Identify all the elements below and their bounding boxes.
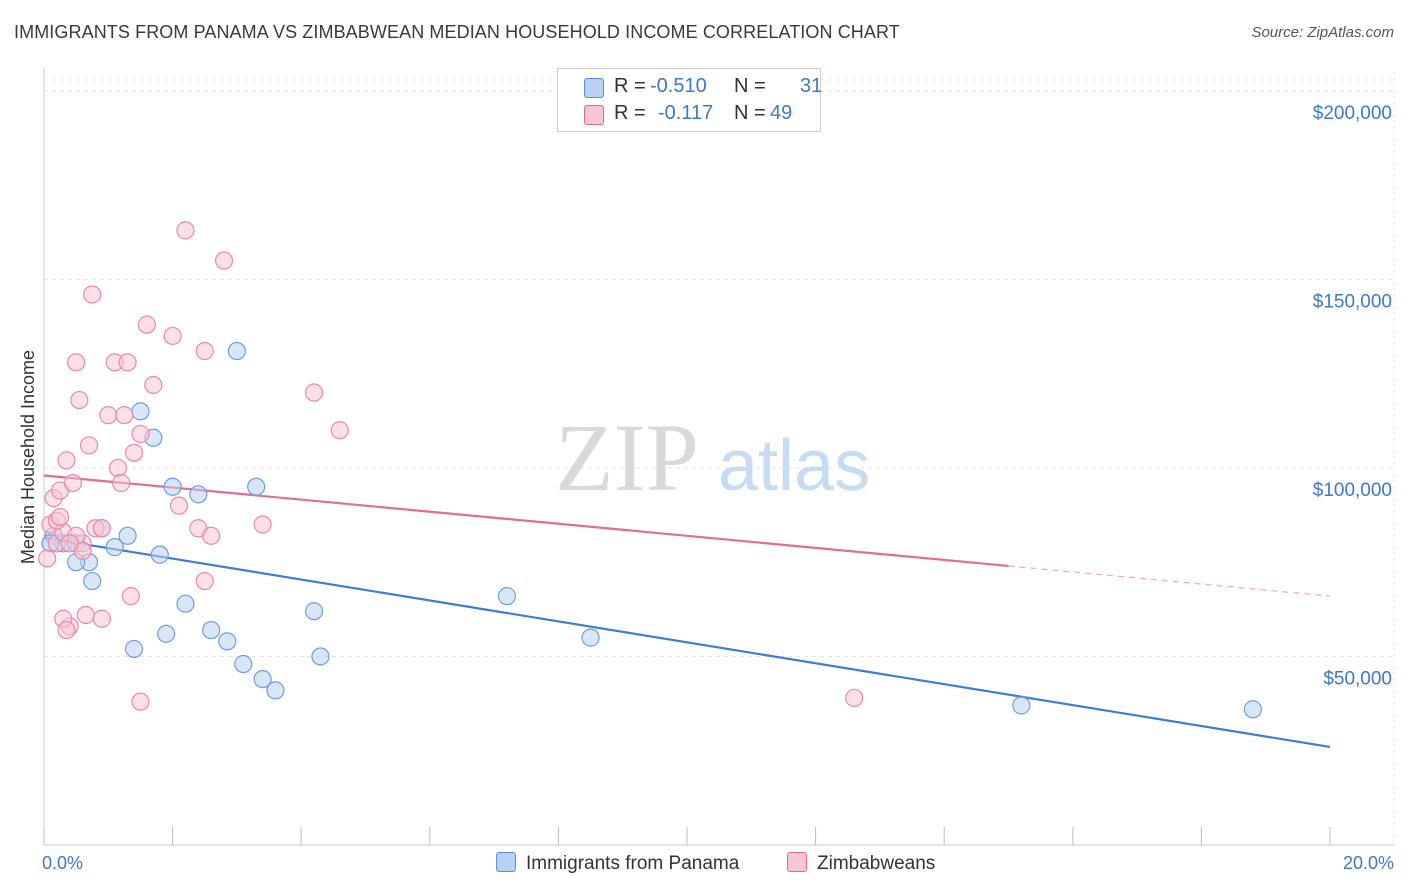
point-zimbabwe — [115, 406, 134, 425]
legend-n-label: N = — [734, 75, 766, 97]
point-panama — [118, 526, 137, 545]
point-zimbabwe — [83, 285, 102, 304]
bottom-legend-label-zimbabwe: Zimbabweans — [817, 853, 936, 874]
point-panama — [202, 620, 221, 640]
point-zimbabwe — [131, 424, 150, 444]
point-zimbabwe — [121, 587, 140, 606]
point-zimbabwe — [124, 443, 144, 462]
point-panama — [150, 545, 169, 564]
point-zimbabwe — [253, 515, 272, 534]
trend-line-zimbabwe-extension — [1008, 565, 1331, 597]
y-tick-label: $200,000 — [1313, 103, 1392, 124]
axes — [43, 68, 1395, 846]
y-tick-label: $100,000 — [1313, 480, 1392, 501]
bottom-legend-swatch-zimbabwe — [787, 852, 807, 872]
legend-r-value-zimbabwe: -0.117 — [658, 102, 714, 124]
watermark: ZIP atlas — [555, 404, 870, 511]
point-zimbabwe — [63, 473, 83, 493]
legend-r-label: R = — [614, 75, 646, 97]
legend-r-value-panama: -0.510 — [650, 75, 707, 97]
point-panama — [163, 477, 182, 496]
point-panama — [176, 594, 195, 613]
point-panama — [1012, 696, 1031, 715]
x-tick-label-max: 20.0% — [1343, 853, 1394, 873]
legend-n-value-panama: 31 — [800, 75, 823, 97]
point-zimbabwe — [304, 383, 324, 402]
point-zimbabwe — [70, 390, 89, 410]
point-panama — [83, 571, 102, 591]
bottom-legend-label-panama: Immigrants from Panama — [526, 853, 740, 874]
point-zimbabwe — [144, 375, 163, 395]
point-panama — [497, 587, 517, 606]
correlation-legend: R = -0.510 N = 31 R = -0.117 N = 49 — [557, 68, 823, 132]
point-panama — [218, 632, 237, 651]
point-panama — [105, 538, 124, 557]
trend-line-panama — [43, 536, 1331, 749]
point-zimbabwe — [131, 692, 150, 711]
legend-swatch-panama — [584, 78, 604, 98]
point-zimbabwe — [845, 688, 864, 708]
bottom-legend-zimbabwe: Zimbabweans — [787, 852, 935, 875]
point-zimbabwe — [108, 458, 128, 478]
point-panama — [581, 628, 600, 647]
point-panama — [227, 341, 246, 361]
point-zimbabwe — [137, 315, 156, 334]
x-tick-label-min: 0.0% — [42, 853, 83, 873]
point-zimbabwe — [99, 406, 118, 425]
point-zimbabwe — [67, 353, 86, 372]
chart-title: IMMIGRANTS FROM PANAMA VS ZIMBABWEAN MED… — [14, 22, 900, 42]
point-zimbabwe — [57, 620, 76, 640]
legend-n-label: N = — [734, 102, 766, 124]
point-zimbabwe — [79, 436, 99, 455]
point-zimbabwe — [118, 353, 137, 372]
point-zimbabwe — [76, 605, 95, 625]
point-zimbabwe — [214, 251, 234, 270]
legend-n-value-zimbabwe: 49 — [770, 102, 793, 124]
point-zimbabwe — [112, 473, 131, 493]
y-axis-label: Median Household Income — [18, 350, 38, 564]
point-panama — [234, 654, 253, 674]
point-panama — [311, 647, 330, 666]
point-zimbabwe — [92, 609, 111, 628]
point-panama — [157, 624, 176, 643]
point-zimbabwe — [163, 326, 182, 346]
bottom-legend-panama: Immigrants from Panama — [496, 852, 739, 875]
tick-labels: $50,000 $100,000 $150,000 $200,000 0.0% 20.0% — [42, 103, 1394, 873]
y-tick-label: $50,000 — [1323, 668, 1392, 689]
legend-r-label: R = — [614, 102, 646, 124]
point-zimbabwe — [50, 507, 70, 527]
point-zimbabwe — [57, 451, 76, 470]
point-zimbabwe — [195, 571, 214, 591]
point-panama — [253, 669, 272, 689]
data-points — [38, 221, 1262, 719]
source-credit: Source: ZipAtlas.com — [1251, 24, 1394, 41]
point-zimbabwe — [330, 421, 349, 440]
point-panama — [304, 602, 324, 621]
point-zimbabwe — [176, 221, 195, 240]
point-panama — [1243, 700, 1262, 719]
watermark-atlas: atlas — [718, 426, 870, 506]
point-panama — [131, 402, 150, 421]
point-panama — [247, 477, 266, 496]
trend-lines — [43, 474, 1331, 749]
legend-swatch-zimbabwe — [584, 105, 604, 125]
y-tick-label: $150,000 — [1313, 291, 1392, 312]
point-zimbabwe — [195, 341, 214, 361]
point-panama — [189, 485, 208, 504]
point-zimbabwe — [60, 534, 79, 553]
point-zimbabwe — [92, 519, 111, 538]
point-panama — [124, 639, 144, 659]
point-panama — [266, 681, 285, 700]
point-zimbabwe — [202, 526, 221, 545]
point-zimbabwe — [169, 496, 189, 515]
point-zimbabwe — [38, 549, 57, 568]
watermark-zip: ZIP — [555, 404, 699, 511]
bottom-legend-swatch-panama — [496, 852, 516, 872]
